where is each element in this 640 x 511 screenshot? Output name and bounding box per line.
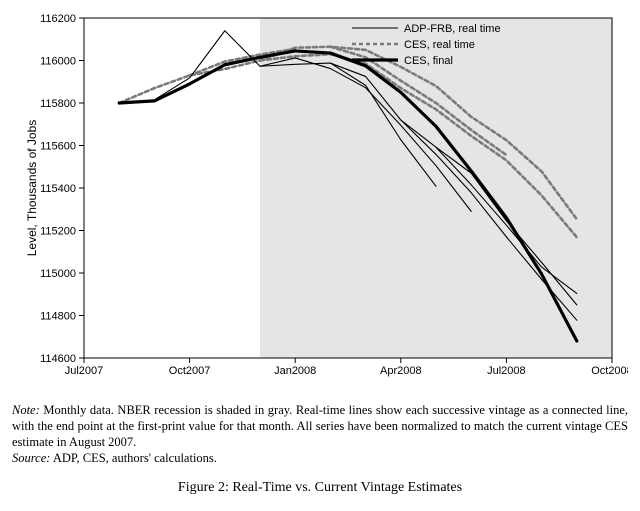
svg-text:115200: 115200	[40, 226, 76, 238]
svg-text:114600: 114600	[40, 353, 76, 365]
svg-text:Oct2008: Oct2008	[591, 365, 628, 377]
chart-area: 114600 114800 115000 115200 115400 115600 1158…	[12, 6, 628, 396]
svg-text:CES, real time: CES, real time	[404, 39, 475, 51]
svg-text:115600: 115600	[40, 141, 76, 153]
line-chart: 114600 114800 115000 115200 115400 115600 1158…	[12, 6, 628, 396]
svg-text:116000: 116000	[40, 56, 76, 68]
figure-note: Note: Monthly data. NBER recession is sh…	[12, 402, 628, 466]
svg-text:Level, Thousands of Jobs: Level, Thousands of Jobs	[25, 120, 39, 257]
svg-text:116200: 116200	[40, 13, 76, 25]
svg-text:115400: 115400	[40, 183, 76, 195]
svg-text:Jan2008: Jan2008	[274, 365, 316, 377]
note-label: Note:	[12, 403, 40, 417]
svg-text:ADP-FRB, real time: ADP-FRB, real time	[404, 23, 501, 35]
svg-text:Jul2008: Jul2008	[487, 365, 526, 377]
note-text: Monthly data. NBER recession is shaded i…	[12, 403, 628, 449]
svg-text:115000: 115000	[40, 268, 76, 280]
source-text: ADP, CES, authors' calculations.	[50, 451, 216, 465]
source-label: Source:	[12, 451, 50, 465]
svg-text:Jul2007: Jul2007	[65, 365, 104, 377]
figure-container: 114600 114800 115000 115200 115400 115600 1158…	[0, 0, 640, 511]
svg-text:114800: 114800	[40, 311, 76, 323]
figure-caption: Figure 2: Real-Time vs. Current Vintage …	[12, 480, 628, 496]
svg-text:Oct2007: Oct2007	[169, 365, 211, 377]
svg-text:Apr2008: Apr2008	[380, 365, 422, 377]
svg-text:115800: 115800	[40, 98, 76, 110]
svg-text:CES, final: CES, final	[404, 55, 453, 67]
